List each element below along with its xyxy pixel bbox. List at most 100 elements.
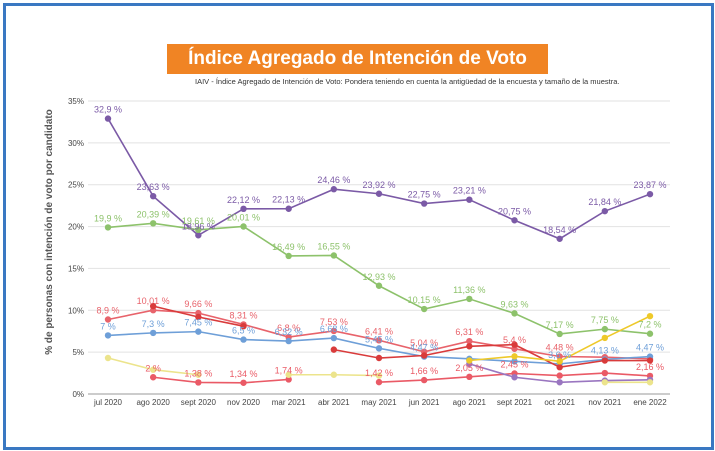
x-tick-label: abr 2021	[318, 398, 350, 407]
y-axis-label: % de personas con intención de voto por …	[44, 109, 55, 355]
data-label: 20,01 %	[227, 212, 260, 222]
data-point	[601, 379, 609, 386]
data-label: 6,68 %	[320, 324, 348, 334]
data-point	[511, 374, 518, 381]
data-point	[240, 336, 247, 343]
data-label: 4,47 %	[636, 343, 664, 353]
data-point	[240, 379, 247, 386]
data-point	[375, 372, 383, 379]
data-point	[240, 205, 247, 213]
data-label: 7,3 %	[142, 319, 165, 329]
x-tick-label: mar 2021	[272, 398, 306, 407]
x-tick-label: sept 2021	[497, 398, 533, 407]
data-point	[375, 378, 383, 386]
data-label: 1,34 %	[229, 369, 257, 379]
y-tick-label: 5%	[72, 348, 84, 357]
data-point	[149, 192, 157, 200]
data-point	[556, 379, 563, 386]
x-tick-label: may 2021	[361, 398, 397, 407]
data-label: 6,32 %	[275, 327, 303, 337]
data-label: 10,15 %	[408, 295, 441, 305]
data-label: 24,46 %	[317, 175, 350, 185]
data-point	[556, 353, 563, 360]
x-tick-label: jul 2020	[93, 398, 123, 407]
data-point	[511, 358, 518, 365]
data-point	[285, 371, 292, 378]
data-point	[285, 205, 292, 212]
data-point	[601, 357, 609, 364]
data-point	[420, 352, 428, 359]
data-point	[556, 372, 563, 379]
data-point	[601, 369, 609, 377]
data-label: 1,42 %	[365, 368, 393, 378]
data-label: 22,12 %	[227, 195, 260, 205]
data-point	[240, 322, 247, 330]
y-tick-label: 25%	[68, 181, 84, 190]
data-label: 1,74 %	[275, 365, 303, 375]
data-label: 23,92 %	[362, 180, 395, 190]
data-label: 8,31 %	[229, 310, 257, 320]
data-label: 1,38 %	[184, 368, 212, 378]
data-label: 20,75 %	[498, 206, 531, 216]
data-label: 21,84 %	[588, 197, 621, 207]
data-point	[646, 312, 654, 320]
data-label: 7 %	[100, 321, 116, 331]
y-tick-label: 15%	[68, 264, 84, 273]
data-point	[375, 345, 383, 352]
data-point	[466, 337, 473, 345]
data-label: 4,48 %	[546, 342, 574, 352]
data-point	[511, 353, 518, 360]
data-label: 7,45 %	[184, 318, 212, 328]
data-label: 6,31 %	[455, 327, 483, 337]
x-tick-label: ene 2022	[633, 398, 667, 407]
data-label: 18,96 %	[182, 221, 215, 231]
x-tick-label: ago 2020	[136, 398, 170, 407]
data-point	[556, 330, 563, 338]
data-label: 8,9 %	[96, 305, 119, 315]
data-label: 2,05 %	[455, 363, 483, 373]
data-point	[375, 354, 383, 362]
data-point	[285, 337, 292, 345]
data-point	[556, 358, 563, 365]
x-tick-label: sept 2020	[181, 398, 217, 407]
data-label: 2,16 %	[636, 362, 664, 372]
data-label: 23,87 %	[633, 180, 666, 190]
data-label: 16,49 %	[272, 242, 305, 252]
series-layer	[104, 115, 654, 386]
data-label: 7,75 %	[591, 315, 619, 325]
data-point	[149, 366, 157, 373]
data-label: 23,63 %	[137, 182, 170, 192]
data-point	[375, 282, 383, 289]
data-point	[149, 220, 157, 227]
data-point	[330, 186, 338, 193]
grid-layer	[88, 100, 670, 395]
data-point	[466, 357, 473, 364]
data-point	[240, 223, 247, 230]
data-label: 19,9 %	[94, 213, 122, 223]
data-point	[330, 346, 338, 353]
data-point	[330, 327, 338, 335]
data-point	[330, 371, 338, 378]
x-tick-label: nov 2020	[227, 398, 260, 407]
data-point	[466, 343, 473, 350]
data-point	[466, 196, 473, 203]
data-label: 23,21 %	[453, 186, 486, 196]
data-label: 4,47 %	[410, 343, 438, 353]
data-point	[149, 302, 157, 310]
data-label: 2,45 %	[500, 359, 528, 369]
data-label: 16,55 %	[317, 241, 350, 251]
data-label: 9,63 %	[500, 299, 528, 309]
data-label: 32,9 %	[94, 105, 122, 115]
x-tick-label: oct 2021	[544, 398, 575, 407]
data-point	[601, 207, 609, 215]
data-point	[511, 310, 518, 317]
x-tick-label: nov 2021	[588, 398, 621, 407]
data-point	[195, 232, 202, 239]
data-point	[104, 316, 112, 323]
data-point	[420, 305, 428, 313]
data-point	[420, 376, 428, 384]
data-point	[556, 364, 563, 371]
data-point	[285, 376, 292, 383]
data-label: 5,4 %	[503, 335, 526, 345]
data-label: 10,01 %	[137, 296, 170, 306]
